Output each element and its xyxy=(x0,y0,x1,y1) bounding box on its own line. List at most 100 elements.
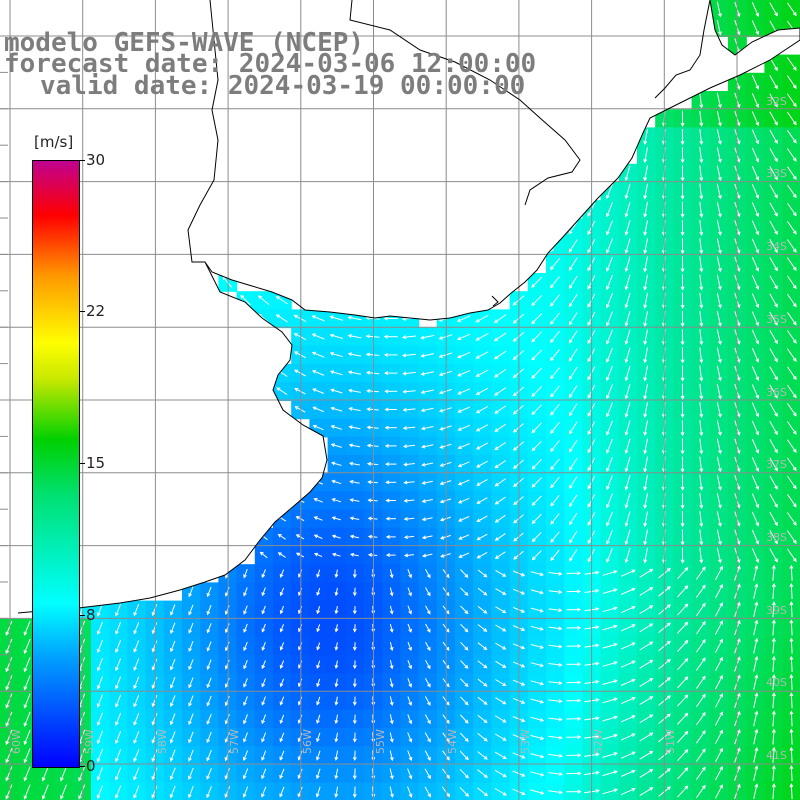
wind-arrowhead xyxy=(334,628,339,633)
wind-arrow xyxy=(495,624,506,632)
wind-arrow xyxy=(495,642,506,650)
wind-arrow xyxy=(459,732,469,742)
wind-arrow xyxy=(457,333,471,340)
wind-arrowhead xyxy=(699,159,704,164)
wind-arrowhead xyxy=(331,534,336,539)
wind-arrowhead xyxy=(755,103,760,108)
wind-arrowhead xyxy=(403,516,408,521)
wind-arrowhead xyxy=(719,638,723,643)
wind-arrowhead xyxy=(261,592,266,597)
lat-label: 38S xyxy=(766,531,787,544)
wind-arrow xyxy=(786,111,797,125)
wind-arrowhead xyxy=(483,573,488,578)
wind-arrowhead xyxy=(789,728,794,733)
wind-arrow xyxy=(5,620,13,636)
wind-arrow xyxy=(716,547,721,563)
wind-arrowhead xyxy=(402,353,407,358)
wind-arrowhead xyxy=(774,394,778,399)
wind-arrow xyxy=(550,276,560,288)
wind-arrowhead xyxy=(316,701,320,706)
wind-arrow xyxy=(421,407,434,412)
wind-arrow xyxy=(494,332,507,342)
wind-arrowhead xyxy=(643,431,648,437)
wind-arrow xyxy=(335,569,338,578)
wind-arrowhead xyxy=(408,592,412,597)
wind-arrow xyxy=(188,731,194,743)
wind-arrowhead xyxy=(719,711,723,716)
wind-arrow xyxy=(699,383,703,399)
wind-arrow xyxy=(349,407,361,412)
wind-arrow xyxy=(753,565,758,581)
wind-arrowhead xyxy=(774,66,778,72)
wind-arrowhead xyxy=(666,731,671,736)
wind-arrowhead xyxy=(699,341,704,346)
wind-arrowhead xyxy=(718,541,722,546)
wind-arrow xyxy=(531,477,542,488)
wind-arrow xyxy=(402,335,417,338)
wind-arrow xyxy=(243,750,249,761)
wind-arrow xyxy=(699,529,703,545)
wind-arrowhead xyxy=(96,685,101,690)
wind-arrowhead xyxy=(774,412,778,417)
wind-arrowhead xyxy=(569,539,573,544)
wind-arrow xyxy=(350,535,360,539)
wind-arrowhead xyxy=(718,486,722,491)
wind-arrowhead xyxy=(243,592,247,597)
wind-arrow xyxy=(170,640,176,652)
wind-arrowhead xyxy=(316,719,320,724)
wind-arrowhead xyxy=(661,177,666,182)
wind-arrowhead xyxy=(755,212,760,218)
wind-arrow xyxy=(714,657,723,672)
wind-arrowhead xyxy=(774,157,778,163)
wind-arrowhead xyxy=(476,554,481,559)
wind-arrowhead xyxy=(736,729,741,734)
wind-arrow xyxy=(695,748,706,762)
wind-arrowhead xyxy=(408,701,413,706)
colorbar-tick-mark xyxy=(79,311,85,312)
wind-arrow xyxy=(699,310,703,327)
wind-arrow xyxy=(330,316,344,321)
wind-arrow xyxy=(695,694,706,708)
wind-arrow xyxy=(330,352,343,358)
wind-arrowhead xyxy=(494,482,499,487)
wind-arrowhead xyxy=(577,644,582,649)
wind-arrowhead xyxy=(558,662,563,667)
wind-arrowhead xyxy=(699,304,704,309)
wind-arrowhead xyxy=(649,568,654,573)
wind-arrow xyxy=(332,553,341,557)
wind-arrowhead xyxy=(680,395,685,400)
wind-arrow xyxy=(97,603,103,616)
wind-arrow xyxy=(769,475,778,490)
wind-arrowhead xyxy=(661,341,666,346)
wind-arrowhead xyxy=(23,668,28,673)
wind-arrow xyxy=(606,274,613,290)
wind-arrow xyxy=(699,365,703,381)
wind-arrow xyxy=(424,786,431,797)
wind-arrow xyxy=(5,638,13,654)
wind-arrow xyxy=(458,497,470,504)
colorbar-tick-mark xyxy=(79,615,85,616)
wind-arrowhead xyxy=(352,775,357,780)
wind-arrow xyxy=(716,129,721,144)
wind-arrowhead xyxy=(649,732,654,737)
wind-arrowhead xyxy=(774,540,778,545)
wind-arrowhead xyxy=(792,103,797,108)
wind-arrow xyxy=(644,474,648,490)
wind-arrowhead xyxy=(558,644,563,649)
wind-arrowhead xyxy=(680,322,685,328)
wind-arrow xyxy=(170,713,176,725)
wind-arrow xyxy=(751,293,759,308)
wind-arrowhead xyxy=(568,230,573,235)
wind-arrowhead xyxy=(457,463,462,468)
wind-arrowhead xyxy=(649,750,654,755)
wind-arrowhead xyxy=(587,430,592,436)
wind-arrowhead xyxy=(169,721,174,726)
wind-arrow xyxy=(404,554,415,557)
wind-arrow xyxy=(639,714,653,724)
wind-arrowhead xyxy=(408,628,412,633)
wind-arrowhead xyxy=(352,720,357,725)
wind-arrowhead xyxy=(613,752,618,756)
wind-arrowhead xyxy=(755,558,760,563)
wind-arrow xyxy=(530,753,544,758)
wind-arrowhead xyxy=(613,642,618,647)
